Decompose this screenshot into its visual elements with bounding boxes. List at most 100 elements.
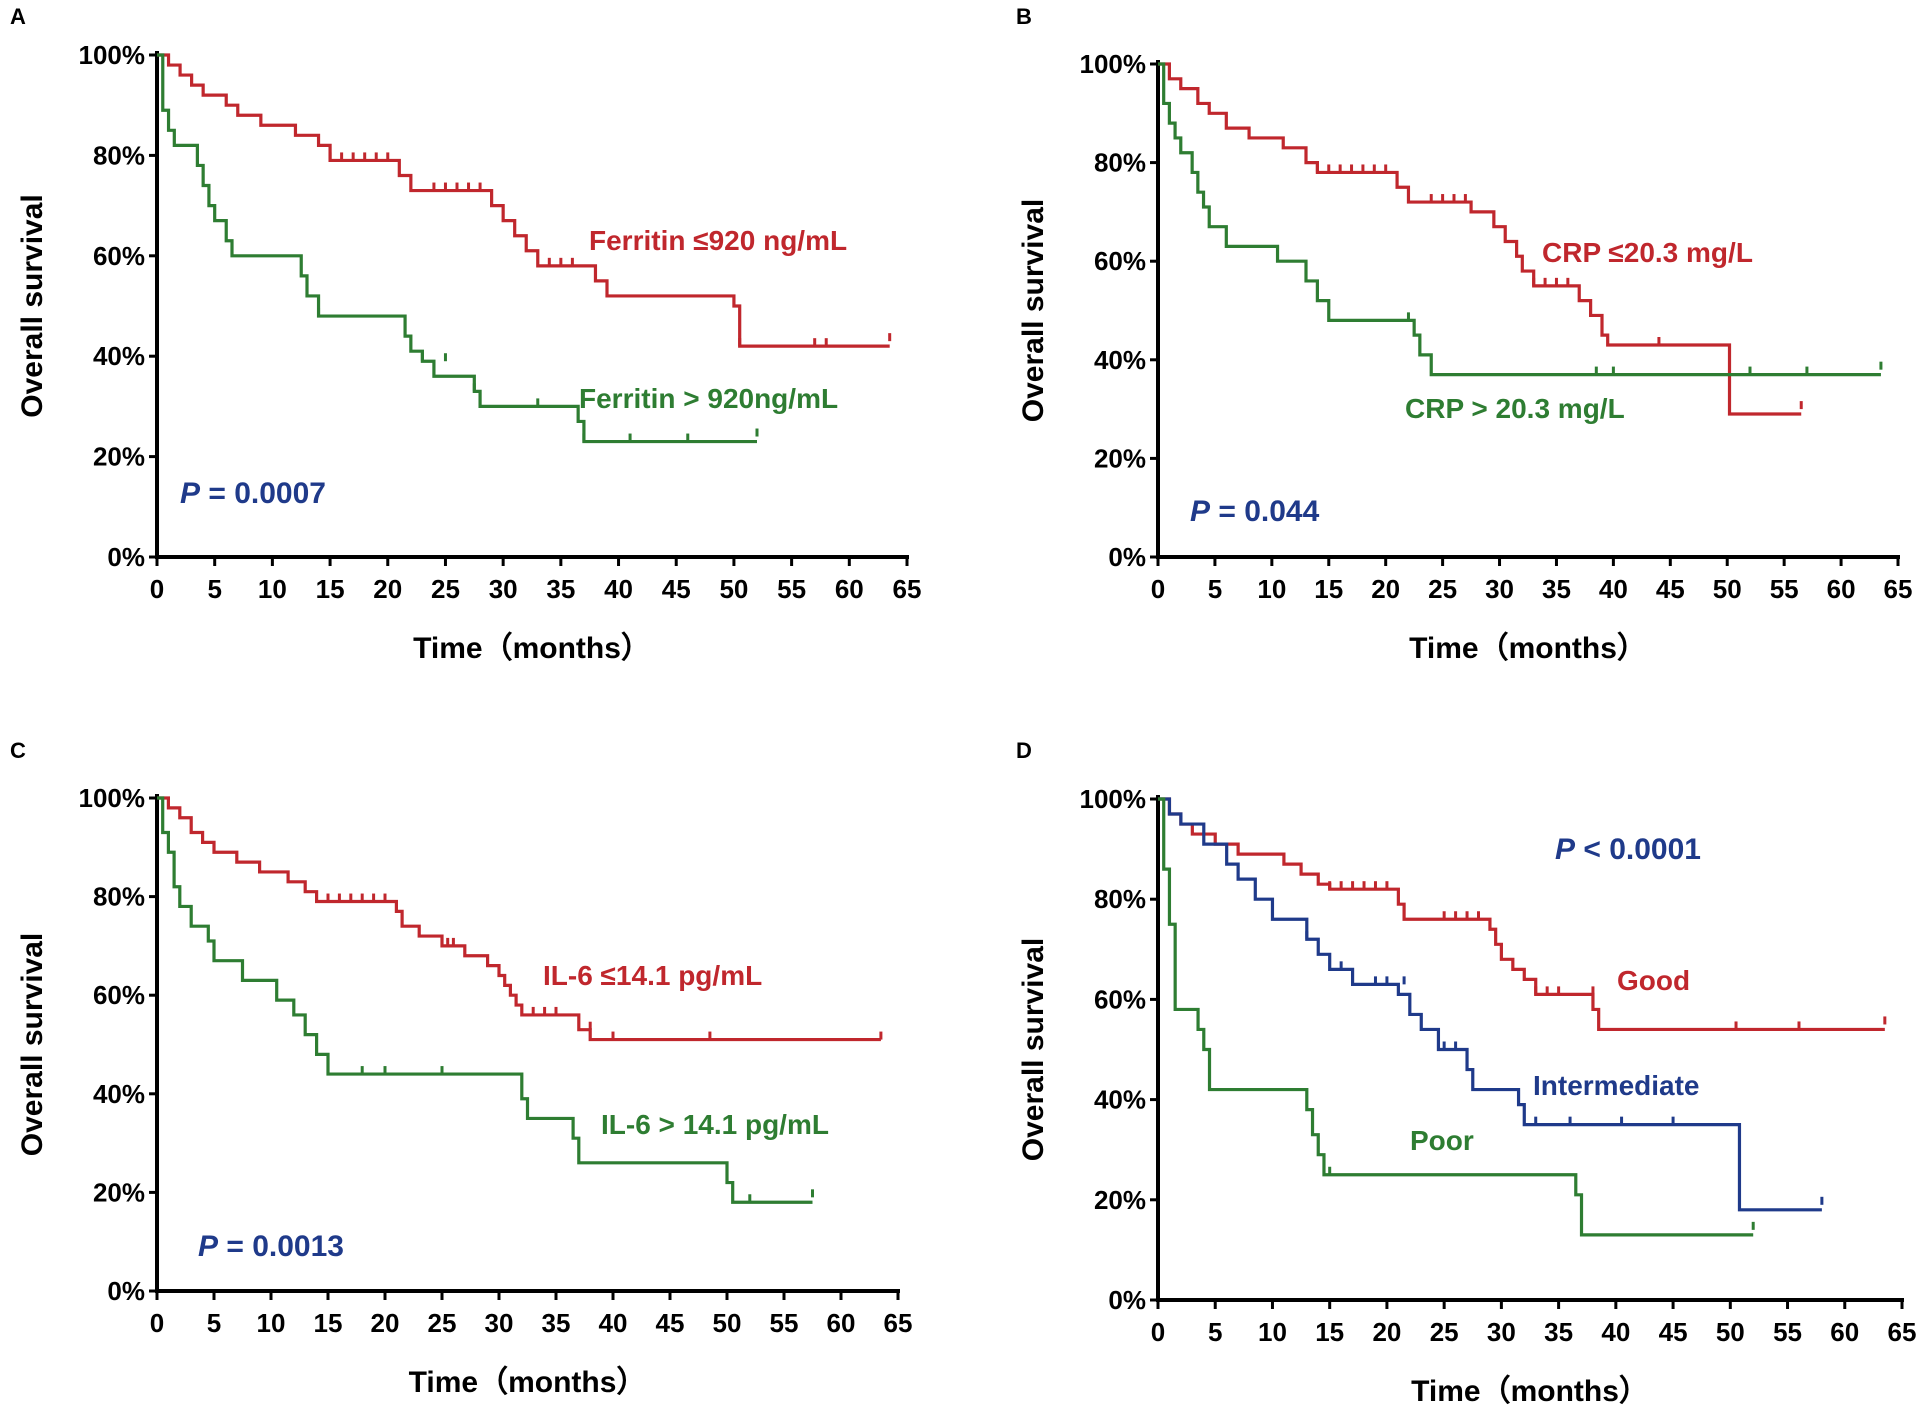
y-tick-label: 20% — [1094, 443, 1146, 473]
x-tick-label: 60 — [1830, 1317, 1859, 1347]
x-tick-label: 5 — [1208, 1317, 1222, 1347]
panel-d: D 0% 20% 40% 60% 80% 100% 0 5 10 15 20 25 30 35 40 45 50 5… — [1016, 738, 1916, 1408]
y-axis-title: Overall survival — [1017, 938, 1050, 1161]
y-axis-title: Overall survival — [16, 933, 49, 1156]
p-value: P < 0.0001 — [1555, 833, 1701, 866]
x-tick-label: 40 — [1599, 574, 1628, 604]
p-symbol: P — [1555, 833, 1576, 866]
x-tick-label: 5 — [1208, 574, 1222, 604]
x-tick-label: 35 — [546, 574, 575, 604]
p-value-text: = 0.0013 — [218, 1230, 344, 1263]
series-label: IL-6 > 14.1 pg/mL — [601, 1109, 829, 1140]
y-tick-label: 40% — [1094, 1085, 1146, 1115]
x-tick-label: 25 — [431, 574, 460, 604]
x-tick-label: 25 — [1428, 574, 1457, 604]
x-tick-label: 15 — [1315, 1317, 1344, 1347]
x-tick-label: 20 — [1371, 574, 1400, 604]
series-label: Ferritin ≤920 ng/mL — [589, 225, 847, 256]
x-tick-label: 20 — [373, 574, 402, 604]
x-tick-label: 0 — [150, 1308, 164, 1338]
y-tick-label: 60% — [93, 980, 145, 1010]
x-tick-label: 5 — [207, 1308, 221, 1338]
x-tick-label: 65 — [893, 574, 922, 604]
panel-letter: A — [10, 4, 26, 29]
x-axis-title: Time（months） — [1411, 1374, 1649, 1408]
series-label: Good — [1617, 965, 1690, 996]
x-tick-label: 30 — [1485, 574, 1514, 604]
panel-b: B 0% 20% 40% 60% 80% 100% 0 5 10 15 20 25 30 35 40 45 50 5… — [1016, 4, 1912, 665]
x-tick-label: 0 — [1151, 574, 1165, 604]
panel-letter: D — [1016, 738, 1032, 763]
x-tick-label: 50 — [719, 574, 748, 604]
x-tick-label: 10 — [1257, 574, 1286, 604]
x-tick-label: 30 — [489, 574, 518, 604]
y-tick-label: 0% — [107, 542, 145, 572]
y-tick-label: 40% — [1094, 345, 1146, 375]
survival-curve-blue — [1158, 797, 1822, 1212]
x-tick-label: 5 — [207, 574, 221, 604]
y-tick-label: 0% — [1108, 1285, 1146, 1315]
x-tick-label: 55 — [1773, 1317, 1802, 1347]
y-tick-label: 80% — [1094, 148, 1146, 178]
x-tick-label: 45 — [662, 574, 691, 604]
x-tick-label: 30 — [485, 1308, 514, 1338]
x-tick-label: 35 — [542, 1308, 571, 1338]
x-tick-label: 65 — [884, 1308, 913, 1338]
x-tick-label: 15 — [314, 1308, 343, 1338]
y-tick-label: 80% — [93, 882, 145, 912]
y-tick-label: 20% — [93, 442, 145, 472]
panel-c: C 0% 20% 40% 60% 80% 100% 0 5 10 15 20 25 30 35 40 45 50 5… — [10, 738, 912, 1399]
y-tick-label: 40% — [93, 1079, 145, 1109]
x-tick-label: 55 — [770, 1308, 799, 1338]
p-value: P = 0.044 — [1190, 495, 1320, 528]
y-tick-label: 40% — [93, 341, 145, 371]
x-axis-title: Time（months） — [413, 631, 651, 665]
series-label: CRP ≤20.3 mg/L — [1542, 237, 1753, 268]
x-tick-label: 45 — [1659, 1317, 1688, 1347]
x-tick-label: 15 — [1314, 574, 1343, 604]
p-value-text: = 0.044 — [1210, 495, 1320, 528]
y-tick-label: 0% — [1108, 542, 1146, 572]
p-symbol: P — [1190, 495, 1211, 528]
y-axis-title: Overall survival — [1017, 199, 1050, 422]
x-tick-label: 45 — [1656, 574, 1685, 604]
y-tick-label: 80% — [93, 140, 145, 170]
y-tick-label: 100% — [79, 40, 146, 70]
panel-letter: C — [10, 738, 26, 763]
p-symbol: P — [180, 477, 201, 510]
x-tick-label: 10 — [1258, 1317, 1287, 1347]
x-tick-label: 50 — [1713, 574, 1742, 604]
series-label: Intermediate — [1533, 1070, 1700, 1101]
y-axis-title: Overall survival — [16, 194, 49, 417]
x-axis-title: Time（months） — [409, 1365, 647, 1399]
x-tick-label: 55 — [777, 574, 806, 604]
y-tick-label: 100% — [1080, 49, 1147, 79]
x-tick-label: 25 — [428, 1308, 457, 1338]
x-tick-label: 0 — [1151, 1317, 1165, 1347]
x-tick-label: 65 — [1884, 574, 1913, 604]
x-axis-title: Time（months） — [1409, 631, 1647, 665]
survival-curve-red — [157, 796, 881, 1042]
x-tick-label: 50 — [1716, 1317, 1745, 1347]
series-label: Poor — [1410, 1125, 1474, 1156]
y-tick-label: 20% — [93, 1177, 145, 1207]
x-tick-label: 20 — [1372, 1317, 1401, 1347]
panel-a: A 0% 20% 40% 60% 80% 100% 0 5 10 15 20 25 30 35 40 45 50 5… — [10, 4, 921, 665]
x-tick-label: 40 — [604, 574, 633, 604]
x-tick-label: 50 — [713, 1308, 742, 1338]
y-tick-label: 80% — [1094, 884, 1146, 914]
survival-curve-green — [1158, 62, 1881, 377]
x-tick-label: 45 — [656, 1308, 685, 1338]
x-tick-label: 35 — [1544, 1317, 1573, 1347]
x-tick-label: 20 — [371, 1308, 400, 1338]
survival-curve-green — [1158, 797, 1754, 1237]
y-tick-label: 100% — [79, 783, 146, 813]
survival-curve-red — [1158, 62, 1802, 416]
series-label: CRP > 20.3 mg/L — [1405, 393, 1625, 424]
x-tick-label: 10 — [258, 574, 287, 604]
y-tick-label: 60% — [1094, 246, 1146, 276]
series-label: IL-6 ≤14.1 pg/mL — [543, 960, 762, 991]
x-tick-label: 60 — [835, 574, 864, 604]
survival-curve-green — [157, 796, 813, 1204]
